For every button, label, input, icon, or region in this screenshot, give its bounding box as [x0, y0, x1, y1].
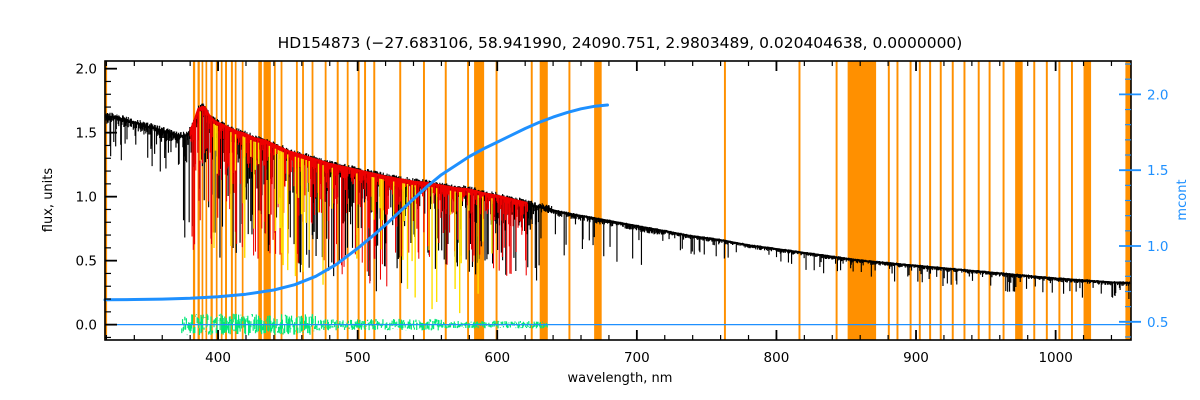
- mask-band: [988, 61, 991, 340]
- axes-layer: 400 500 600 700 800 900 1000 0.0 0.5 1.0 1.5 2.0 0.5…: [76, 60, 1168, 366]
- y-axis-label: flux, units: [41, 168, 56, 233]
- mask-band: [594, 61, 602, 340]
- mask-band: [847, 61, 877, 340]
- mask-band: [963, 61, 966, 340]
- x-tick-label: 700: [624, 350, 650, 366]
- mask-band: [909, 61, 912, 340]
- mask-band: [798, 61, 801, 340]
- mask-band: [1045, 61, 1048, 340]
- plot-title: HD154873 (−27.683106, 58.941990, 24090.7…: [278, 34, 963, 52]
- mask-band: [295, 61, 298, 340]
- y2-tick-label: 1.0: [1147, 239, 1168, 255]
- y-tick-label: 0.0: [76, 318, 97, 334]
- y2-tick-label: 1.5: [1147, 163, 1168, 179]
- mask-band: [220, 61, 223, 340]
- mask-band: [1058, 61, 1061, 340]
- mask-band: [723, 61, 726, 340]
- x-tick-label: 400: [205, 350, 231, 366]
- mask-band: [230, 61, 233, 340]
- mask-band: [205, 61, 208, 340]
- x-tick-label: 900: [903, 350, 929, 366]
- model-continuum-trace: [189, 105, 528, 205]
- x-tick-label: 600: [484, 350, 510, 366]
- x-tick-label: 800: [764, 350, 790, 366]
- y-tick-label: 2.0: [76, 62, 97, 78]
- mask-band: [201, 61, 204, 340]
- x-tick-label: 500: [345, 350, 371, 366]
- y-tick-label: 1.5: [76, 126, 97, 142]
- mask-band: [568, 61, 571, 340]
- mask-band: [1033, 61, 1036, 340]
- y2-axis-label: mcont: [1175, 179, 1190, 220]
- mask-band: [1002, 61, 1005, 340]
- x-axis-label: wavelength, nm: [568, 371, 673, 386]
- data-series-layer: [103, 103, 1132, 336]
- mask-band: [225, 61, 228, 340]
- mask-band: [1015, 61, 1023, 340]
- y-tick-label: 1.0: [76, 190, 97, 206]
- mask-band: [977, 61, 980, 340]
- mask-band: [530, 61, 533, 340]
- mask-band: [364, 61, 367, 340]
- y2-tick-label: 0.5: [1147, 315, 1168, 331]
- mask-band: [918, 61, 921, 340]
- mask-band: [939, 61, 942, 340]
- mask-band: [929, 61, 932, 340]
- y-tick-label: 0.5: [76, 254, 97, 270]
- y2-tick-label: 2.0: [1147, 87, 1168, 103]
- mask-band: [896, 61, 899, 340]
- mask-band: [951, 61, 954, 340]
- mcont-curve: [103, 103, 609, 302]
- mask-band: [1083, 61, 1092, 340]
- rejected-pixels: [199, 111, 493, 314]
- mask-band: [1070, 61, 1073, 340]
- x-tick-label: 1000: [1038, 350, 1072, 366]
- mask-band: [835, 61, 838, 340]
- mask-band: [887, 61, 890, 340]
- mask-band: [263, 61, 271, 340]
- mask-band: [336, 61, 339, 340]
- mask-band: [215, 61, 218, 340]
- mask-band: [539, 61, 548, 340]
